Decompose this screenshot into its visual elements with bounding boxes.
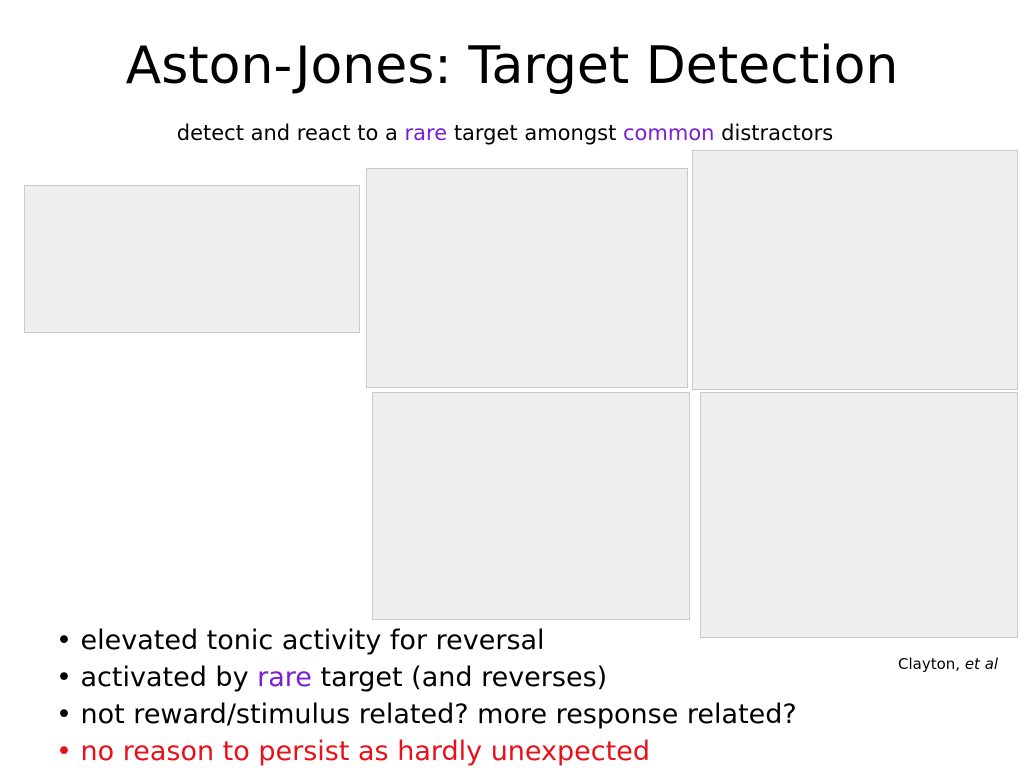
subtitle-text-2: target amongst [447, 121, 624, 145]
bullet-item: • activated by rare target (and reverses… [56, 662, 608, 693]
tonic-activity-trace-figure [24, 185, 360, 333]
bullet-item: • not reward/stimulus related? more resp… [56, 699, 797, 730]
hit-fa-miss-reject-figure [372, 392, 690, 620]
citation-etal: et al [964, 655, 999, 673]
bullet-item: • no reason to persist as hardly unexpec… [56, 736, 650, 767]
bullet-item: • elevated tonic activity for reversal [56, 625, 545, 656]
subtitle-rare-word: rare [404, 121, 448, 145]
bullet-list: • elevated tonic activity for reversal •… [56, 622, 797, 770]
subtitle-text-3: distractors [714, 121, 834, 145]
target-response-histogram-figure [366, 168, 688, 388]
subtitle-common-word: common [623, 121, 715, 145]
subtitle-text-1: detect and react to a [176, 121, 405, 145]
bullet-rare-word: rare [257, 662, 312, 693]
slide-subtitle: detect and react to a rare target amongs… [0, 119, 1010, 147]
citation: Clayton, et al [898, 655, 999, 673]
clayton-response-aligned-figure [700, 392, 1018, 638]
slide-title: Aston-Jones: Target Detection [125, 36, 899, 96]
clayton-stimulus-aligned-figure [692, 150, 1018, 390]
